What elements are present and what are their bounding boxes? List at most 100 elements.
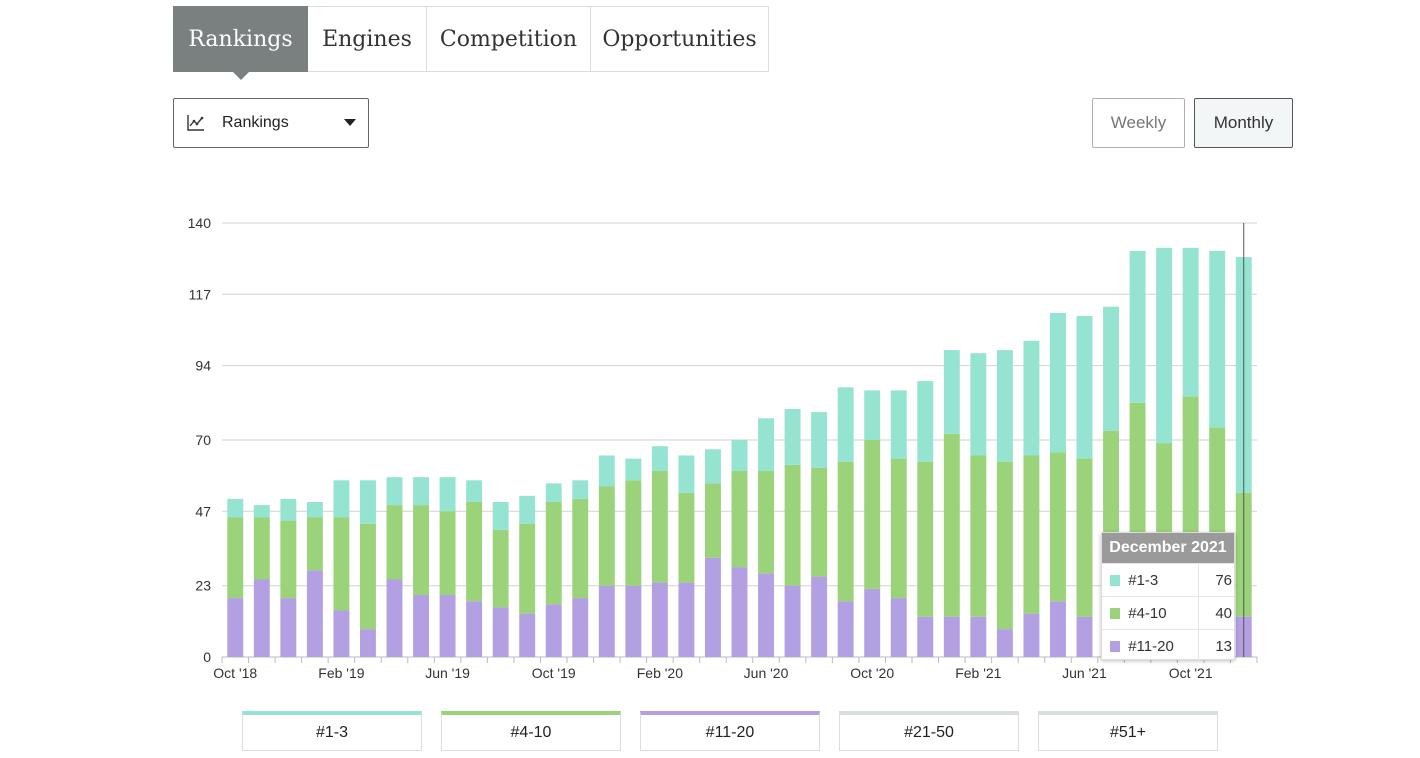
bar-segment bbox=[466, 601, 483, 657]
tab-opportunities[interactable]: Opportunities bbox=[591, 6, 769, 72]
bar-segment bbox=[333, 610, 350, 657]
bar-segment bbox=[413, 505, 429, 595]
legend-item-top51[interactable]: #51+ bbox=[1038, 711, 1218, 751]
x-tick-label: Feb '19 bbox=[318, 665, 364, 681]
bar-segment bbox=[253, 505, 270, 518]
legend-item-top20[interactable]: #11-20 bbox=[640, 711, 820, 751]
series-swatch bbox=[1110, 607, 1121, 619]
series-swatch bbox=[1110, 574, 1121, 586]
bar-segment bbox=[386, 477, 403, 506]
bar-segment bbox=[678, 455, 695, 493]
tab-competition[interactable]: Competition bbox=[427, 6, 591, 72]
bar-segment bbox=[306, 570, 323, 657]
tooltip-title: December 2021 bbox=[1102, 533, 1234, 563]
bar-segment bbox=[466, 480, 483, 502]
bar-segment bbox=[519, 523, 536, 614]
bar-segment bbox=[386, 505, 403, 580]
bar-segment bbox=[625, 585, 642, 657]
bar-segment bbox=[306, 517, 323, 571]
bar-segment bbox=[1050, 452, 1066, 602]
x-tick-label: Oct '19 bbox=[532, 665, 576, 681]
bar-segment bbox=[598, 455, 615, 487]
bar-segment bbox=[492, 607, 509, 657]
bar-segment bbox=[439, 477, 456, 512]
legend-item-top3[interactable]: #1-3 bbox=[242, 711, 422, 751]
chart-type-dropdown[interactable]: Rankings bbox=[173, 98, 369, 148]
bar-segment bbox=[731, 567, 748, 657]
tab-engines[interactable]: Engines bbox=[308, 6, 427, 72]
y-tick-label: 117 bbox=[189, 286, 212, 302]
bar-segment bbox=[1023, 340, 1040, 456]
bar-segment bbox=[439, 595, 456, 657]
legend-item-top10[interactable]: #4-10 bbox=[441, 711, 621, 751]
bar-segment bbox=[678, 492, 695, 583]
bar-segment bbox=[784, 409, 801, 465]
tab-rankings[interactable]: Rankings bbox=[173, 6, 308, 80]
view-tabs: Rankings Engines Competition Opportuniti… bbox=[173, 6, 769, 80]
bar-segment bbox=[625, 458, 642, 481]
bar-segment bbox=[784, 585, 801, 657]
bar-segment bbox=[439, 511, 456, 595]
bar-segment bbox=[333, 517, 350, 611]
legend-item-top50[interactable]: #21-50 bbox=[839, 711, 1019, 751]
bar-segment bbox=[890, 598, 907, 657]
series-swatch bbox=[1110, 640, 1121, 652]
x-tick-label: Jun '21 bbox=[1062, 665, 1107, 681]
bar-segment bbox=[943, 616, 960, 657]
bar-segment bbox=[784, 464, 801, 586]
bar-segment bbox=[625, 480, 642, 586]
bar-segment bbox=[811, 576, 828, 657]
bar-segment bbox=[970, 455, 987, 617]
bar-segment bbox=[996, 350, 1013, 462]
bar-segment bbox=[572, 598, 589, 657]
weekly-button[interactable]: Weekly bbox=[1092, 98, 1185, 148]
bar-segment bbox=[1050, 601, 1066, 657]
bar-segment bbox=[1129, 250, 1146, 403]
bar-segment bbox=[519, 613, 536, 657]
bar-segment bbox=[996, 461, 1013, 630]
bar-segment bbox=[917, 381, 934, 462]
bar-segment bbox=[227, 517, 244, 599]
tooltip-series-value: 76 bbox=[1197, 564, 1234, 596]
bar-segment bbox=[1076, 316, 1093, 459]
bar-segment bbox=[1050, 312, 1066, 453]
bar-segment bbox=[1023, 613, 1040, 657]
bar-segment bbox=[1103, 306, 1119, 431]
bar-segment bbox=[1023, 455, 1040, 614]
bar-segment bbox=[758, 418, 774, 471]
tooltip-series-name: #11-20 bbox=[1128, 637, 1174, 655]
bar-segment bbox=[280, 520, 297, 599]
monthly-button[interactable]: Monthly bbox=[1194, 98, 1293, 148]
bar-segment bbox=[545, 483, 562, 502]
bar-segment bbox=[1076, 458, 1093, 617]
bar-segment bbox=[864, 588, 881, 657]
bar-segment bbox=[996, 629, 1013, 657]
bar-segment bbox=[917, 461, 934, 617]
bar-segment bbox=[598, 585, 615, 657]
bar-segment bbox=[705, 449, 721, 484]
bar-segment bbox=[651, 582, 668, 657]
bar-segment bbox=[917, 616, 934, 657]
bar-segment bbox=[360, 523, 376, 630]
bar-segment bbox=[970, 353, 987, 456]
bar-segment bbox=[545, 502, 562, 605]
chart-tooltip: December 2021 #1-3 76 #4-10 40 #11-20 13 bbox=[1101, 532, 1235, 662]
tooltip-series-name: #1-3 bbox=[1128, 571, 1159, 589]
tooltip-row: #11-20 13 bbox=[1102, 629, 1234, 662]
bar-segment bbox=[837, 461, 854, 602]
dropdown-label: Rankings bbox=[222, 114, 289, 131]
bar-segment bbox=[253, 579, 270, 657]
bar-segment bbox=[943, 350, 960, 434]
bar-segment bbox=[758, 573, 774, 657]
bar-segment bbox=[1076, 616, 1093, 657]
line-chart-icon bbox=[187, 115, 204, 131]
bar-segment bbox=[519, 495, 536, 524]
x-tick-label: Feb '20 bbox=[637, 665, 683, 681]
bar-segment bbox=[227, 598, 244, 657]
tooltip-row: #4-10 40 bbox=[1102, 596, 1234, 629]
bar-segment bbox=[466, 502, 483, 602]
bar-segment bbox=[811, 412, 828, 468]
bar-segment bbox=[492, 529, 509, 608]
bar-segment bbox=[970, 616, 987, 657]
bar-segment bbox=[890, 390, 907, 459]
